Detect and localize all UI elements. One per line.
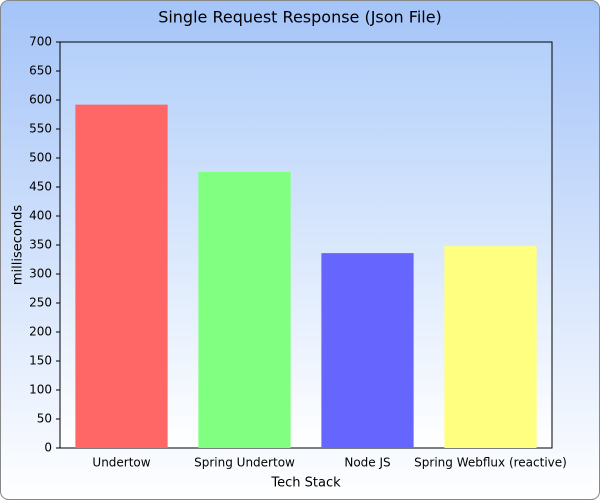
y-tick-label: 550 (29, 122, 52, 136)
y-axis-title: milliseconds (11, 205, 26, 285)
x-axis-title: Tech Stack (270, 476, 341, 491)
y-tick-label: 400 (29, 209, 52, 223)
y-tick-label: 650 (29, 64, 52, 78)
y-tick-label: 150 (29, 354, 52, 368)
x-tick-label: Spring Undertow (194, 456, 295, 470)
bar (198, 171, 291, 449)
x-tick-label: Node JS (344, 456, 390, 470)
bar (321, 253, 414, 448)
y-tick-label: 450 (29, 180, 52, 194)
y-tick-label: 250 (29, 296, 52, 310)
y-tick-label: 100 (29, 383, 52, 397)
y-tick-label: 500 (29, 151, 52, 165)
y-tick-label: 600 (29, 93, 52, 107)
chart-title: Single Request Response (Json File) (158, 8, 442, 27)
y-tick-label: 700 (29, 35, 52, 49)
x-tick-label: Undertow (92, 456, 150, 470)
x-tick-label: Spring Webflux (reactive) (414, 456, 567, 470)
y-tick-label: 300 (29, 267, 52, 281)
y-tick-label: 350 (29, 238, 52, 252)
y-tick-label: 200 (29, 325, 52, 339)
bar (444, 246, 537, 448)
bar (75, 104, 168, 448)
y-tick-label: 50 (37, 412, 52, 426)
y-tick-label: 0 (44, 441, 52, 455)
